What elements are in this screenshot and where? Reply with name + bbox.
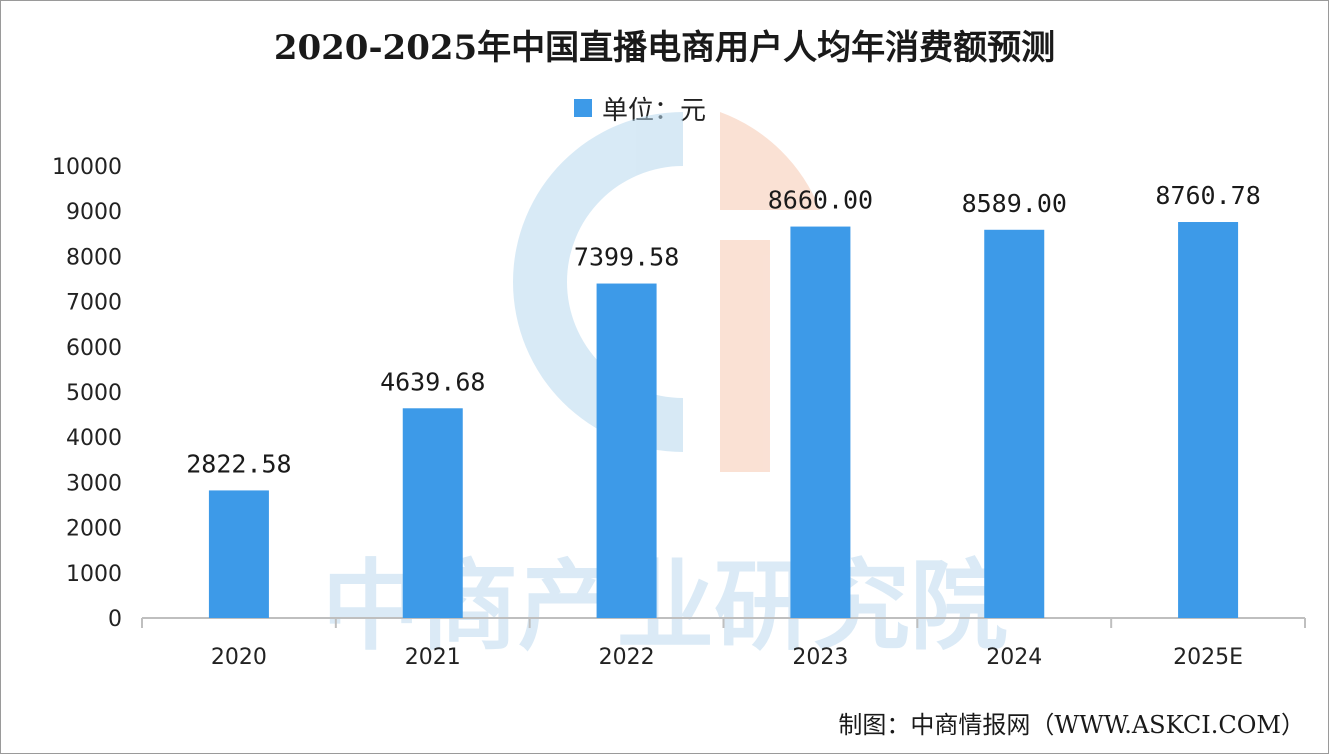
data-label-2020: 2822.58: [186, 449, 291, 478]
y-tick-label: 5000: [66, 381, 122, 406]
y-tick-label: 0: [108, 607, 122, 632]
legend-swatch: [574, 99, 592, 117]
chart-title: 2020-2025年中国直播电商用户人均年消费额预测: [273, 28, 1056, 68]
bar-2025E: [1178, 222, 1239, 618]
y-tick-label: 8000: [66, 245, 122, 270]
y-tick-label: 1000: [66, 562, 122, 587]
y-tick-label: 10000: [52, 155, 122, 180]
bar-2022: [596, 283, 657, 618]
bar-2020: [208, 490, 269, 618]
data-label-2021: 4639.68: [380, 367, 485, 396]
x-tick-label: 2023: [792, 645, 848, 670]
y-tick-label: 9000: [66, 200, 122, 225]
data-label-2022: 7399.58: [574, 243, 679, 272]
data-label-2024: 8589.00: [962, 189, 1067, 218]
data-label-2025E: 8760.78: [1155, 181, 1260, 210]
x-tick-label: 2024: [986, 645, 1042, 670]
bar-2021: [402, 408, 463, 618]
y-tick-label: 2000: [66, 517, 122, 542]
x-axis-tickmarks: [141, 618, 1306, 628]
source-credit: 制图：中商情报网（WWW.ASKCI.COM）: [838, 711, 1305, 739]
bar-2024: [984, 229, 1045, 618]
x-tick-label: 2020: [211, 645, 267, 670]
y-tick-label: 6000: [66, 336, 122, 361]
data-label-2023: 8660.00: [768, 186, 873, 215]
x-tick-label: 2021: [405, 645, 461, 670]
x-axis: 2020 2021 2022 2023 2024 2025E: [211, 645, 1243, 670]
y-tick-label: 7000: [66, 291, 122, 316]
data-labels: 2822.58 4639.68 7399.58 8660.00 8589.00 8760.…: [186, 181, 1261, 478]
x-tick-label: 2025E: [1173, 645, 1243, 670]
x-tick-label: 2022: [599, 645, 655, 670]
bar-2023: [790, 226, 851, 618]
y-tick-label: 4000: [66, 426, 122, 451]
bars: [208, 222, 1239, 618]
y-axis: 0 1000 2000 3000 4000 5000 6000 7000 8000 9000 100…: [52, 155, 122, 632]
y-tick-label: 3000: [66, 471, 122, 496]
watermark-logo: [513, 112, 820, 472]
